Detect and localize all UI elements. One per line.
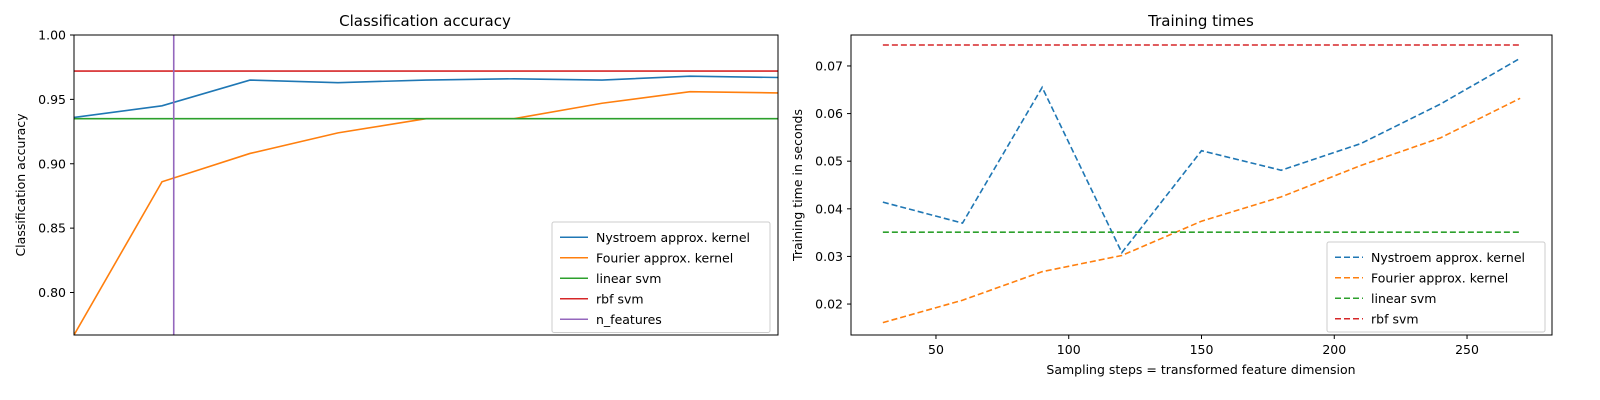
accuracy-legend-box bbox=[551, 221, 771, 333]
training-times-chart: Training times Training time in seconds … bbox=[790, 12, 1553, 377]
training-times-legend-label-fourier-approx-kernel: Fourier approx. kernel bbox=[1371, 270, 1508, 285]
training-times-x-tick-label: 50 bbox=[928, 342, 944, 357]
training-times-plot-area bbox=[882, 44, 1521, 324]
accuracy-chart-title: Classification accuracy bbox=[339, 12, 511, 30]
training-times-x-tick-label: 150 bbox=[1190, 342, 1214, 357]
training-times-x-tick-label: 100 bbox=[1057, 342, 1081, 357]
training-times-legend-label-rbf-svm: rbf svm bbox=[1371, 311, 1419, 326]
training-times-y-tick-label: 0.05 bbox=[815, 154, 843, 169]
training-times-y-tick-label: 0.06 bbox=[815, 106, 843, 121]
accuracy-legend-label-rbf-svm: rbf svm bbox=[596, 291, 644, 306]
accuracy-y-tick-label: 0.90 bbox=[38, 156, 66, 171]
training-times-x-tick-label: 250 bbox=[1455, 342, 1479, 357]
accuracy-plot-area bbox=[74, 35, 778, 335]
accuracy-axes-frame bbox=[73, 34, 779, 336]
training-times-y-tick-label: 0.02 bbox=[815, 297, 843, 312]
accuracy-y-tick-label: 0.85 bbox=[38, 221, 66, 236]
accuracy-legend: Nystroem approx. kernel Fourier approx. k… bbox=[551, 221, 771, 333]
training-times-ticks: 0.02 0.03 0.04 0.05 0.06 0.07 50 100 150 200 250 bbox=[815, 58, 1479, 357]
accuracy-legend-label-fourier-approx-kernel: Fourier approx. kernel bbox=[596, 250, 733, 265]
training-times-legend: Nystroem approx. kernel Fourier approx. k… bbox=[1326, 241, 1546, 333]
accuracy-y-tick-label: 1.00 bbox=[38, 28, 66, 43]
accuracy-series-group bbox=[74, 35, 778, 335]
training-times-legend-label-linear-svm: linear svm bbox=[1371, 291, 1436, 306]
training-times-y-tick-label: 0.07 bbox=[815, 58, 843, 73]
training-times-legend-label-nystroem-approx-kernel: Nystroem approx. kernel bbox=[1371, 250, 1525, 265]
training-times-legend-box bbox=[1326, 241, 1546, 333]
training-times-series-group bbox=[882, 44, 1521, 324]
training-times-y-tick-label: 0.03 bbox=[815, 249, 843, 264]
training-times-y-axis-label: Training time in seconds bbox=[790, 109, 805, 262]
accuracy-y-tick-label: 0.95 bbox=[38, 92, 66, 107]
accuracy-y-axis-label: Classification accuracy bbox=[13, 113, 28, 257]
training-times-series-nystroem-approx-kernel bbox=[882, 57, 1521, 255]
accuracy-legend-label-nystroem-approx-kernel: Nystroem approx. kernel bbox=[596, 230, 750, 245]
accuracy-legend-label-n-features: n_features bbox=[596, 312, 662, 327]
training-times-series-fourier-approx-kernel bbox=[882, 97, 1521, 324]
accuracy-y-ticks: 0.80 0.85 0.90 0.95 1.00 bbox=[38, 28, 74, 300]
training-times-y-tick-label: 0.04 bbox=[815, 201, 843, 216]
accuracy-legend-label-linear-svm: linear svm bbox=[596, 271, 661, 286]
training-times-axes-frame bbox=[850, 34, 1553, 336]
training-times-x-tick-label: 200 bbox=[1322, 342, 1346, 357]
accuracy-chart: Classification accuracy Classification a… bbox=[13, 12, 779, 336]
training-times-x-axis-label: Sampling steps = transformed feature dim… bbox=[1046, 362, 1355, 377]
accuracy-series-nystroem-approx-kernel bbox=[74, 75, 778, 119]
accuracy-y-tick-label: 0.80 bbox=[38, 285, 66, 300]
training-times-chart-title: Training times bbox=[1147, 12, 1254, 30]
